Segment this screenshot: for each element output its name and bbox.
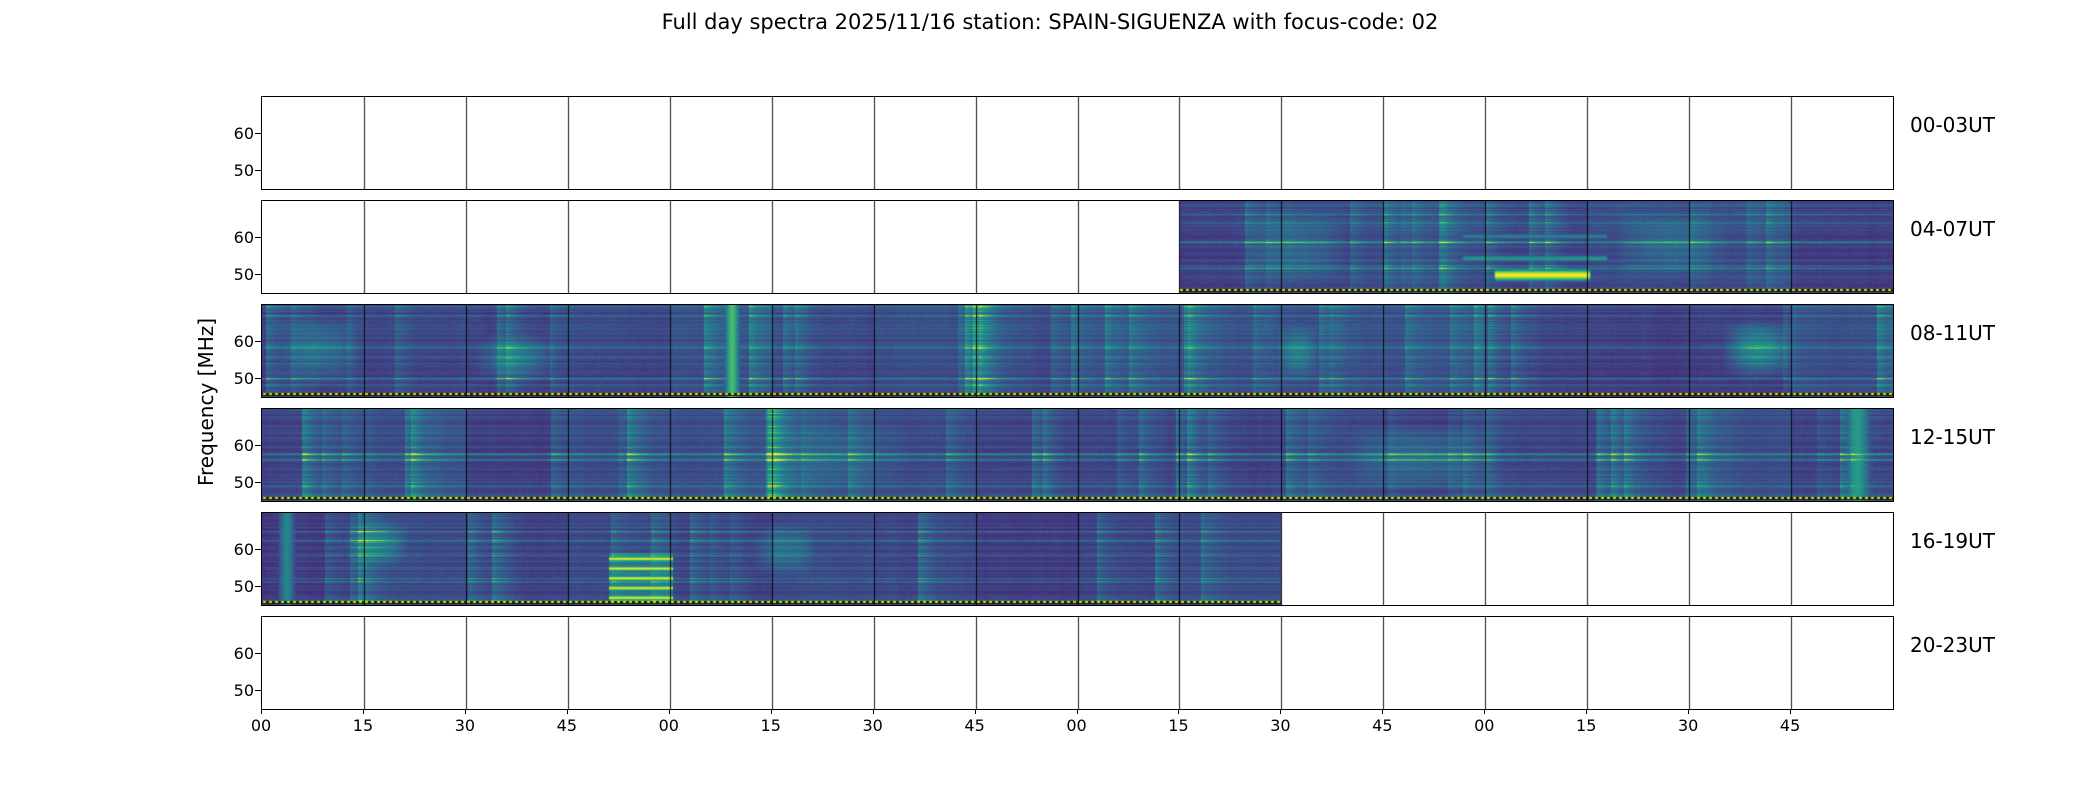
x-tick-mark	[1280, 709, 1282, 714]
y-tick-label-60: 60	[233, 331, 254, 351]
y-tick-label-50: 50	[233, 576, 254, 596]
y-tick-mark-50	[255, 585, 261, 587]
x-tick-label: 15	[352, 716, 374, 735]
panel-row-3: 60 50 12-15UT	[234, 408, 1995, 502]
row-label: 08-11UT	[1910, 321, 1995, 345]
x-tick-label: 30	[1677, 716, 1699, 735]
y-axis-label: Frequency [MHz]	[194, 317, 218, 487]
x-tick-label: 15	[760, 716, 781, 735]
panel-row-2: 60 50 08-11UT	[234, 304, 1995, 398]
spectrogram-canvas-2	[262, 305, 1893, 397]
panel-row-1: 60 50 04-07UT	[234, 200, 1995, 294]
x-tick-label: 45	[556, 716, 577, 735]
spectrogram-canvas-1	[262, 201, 1893, 293]
x-tick-mark	[872, 709, 874, 714]
panel-row-4: 60 50 16-19UT	[234, 512, 1995, 606]
x-tick-mark	[566, 709, 568, 714]
y-tick-label-50: 50	[233, 264, 254, 284]
panel-row-0: 60 50 00-03UT	[234, 96, 1995, 190]
x-axis: 00 15 30 45 00 15 30 45 00 15 30 45 00 15 30 45	[251, 709, 1892, 749]
panel-row-5: 60 50 20-23UT	[234, 616, 1995, 710]
x-tick-mark	[1790, 709, 1792, 714]
y-tick-label-50: 50	[233, 368, 254, 388]
x-tick-label: 00	[1066, 716, 1087, 735]
x-tick-mark	[1586, 709, 1588, 714]
x-tick-label: 00	[1474, 716, 1495, 735]
row-label: 00-03UT	[1910, 113, 1995, 137]
y-tick-label-50: 50	[233, 680, 254, 700]
y-tick-mark-50	[255, 481, 261, 483]
x-tick-label: 45	[1372, 716, 1393, 735]
y-tick-mark-50	[255, 689, 261, 691]
y-tick-mark-60	[255, 444, 261, 446]
y-tick-label-50: 50	[233, 472, 254, 492]
y-tick-label-60: 60	[233, 123, 254, 143]
spectrogram-canvas-0	[262, 97, 1893, 189]
row-label: 04-07UT	[1910, 217, 1995, 241]
x-tick-label: 30	[1270, 716, 1291, 735]
y-tick-mark-60	[255, 548, 261, 550]
row-label: 12-15UT	[1910, 425, 1995, 449]
spectrogram-canvas-5	[262, 617, 1893, 709]
x-tick-label: 00	[658, 716, 679, 735]
y-tick-label-60: 60	[233, 539, 254, 559]
x-tick-mark	[770, 709, 772, 714]
x-tick-mark	[464, 709, 466, 714]
x-tick-mark	[1178, 709, 1180, 714]
x-tick-mark	[362, 709, 364, 714]
y-tick-mark-60	[255, 340, 261, 342]
x-tick-mark	[668, 709, 670, 714]
y-tick-mark-60	[255, 652, 261, 654]
y-tick-mark-60	[255, 236, 261, 238]
x-tick-mark	[261, 709, 262, 714]
x-tick-label: 45	[1779, 716, 1801, 735]
row-label: 16-19UT	[1910, 529, 1995, 553]
spectrogram-canvas-3	[262, 409, 1893, 501]
x-tick-mark	[974, 709, 976, 714]
x-tick-mark	[1076, 709, 1078, 714]
x-tick-mark	[1688, 709, 1690, 714]
x-tick-mark	[1382, 709, 1384, 714]
y-tick-label-60: 60	[233, 643, 254, 663]
chart-title: Full day spectra 2025/11/16 station: SPA…	[661, 10, 1439, 34]
y-tick-mark-50	[255, 169, 261, 171]
x-tick-label: 30	[454, 716, 476, 735]
y-tick-label-60: 60	[233, 435, 254, 455]
row-label: 20-23UT	[1910, 633, 1995, 657]
y-tick-mark-60	[255, 132, 261, 134]
x-tick-label: 15	[1576, 716, 1597, 735]
y-tick-label-50: 50	[233, 160, 254, 180]
x-tick-label: 00	[250, 716, 272, 735]
x-tick-label: 15	[1168, 716, 1189, 735]
x-tick-label: 45	[964, 716, 985, 735]
spectrogram-canvas-4	[262, 513, 1893, 605]
y-tick-mark-50	[255, 273, 261, 275]
y-tick-label-60: 60	[233, 227, 254, 247]
y-tick-mark-50	[255, 377, 261, 379]
x-tick-mark	[1484, 709, 1486, 714]
x-tick-label: 30	[862, 716, 883, 735]
